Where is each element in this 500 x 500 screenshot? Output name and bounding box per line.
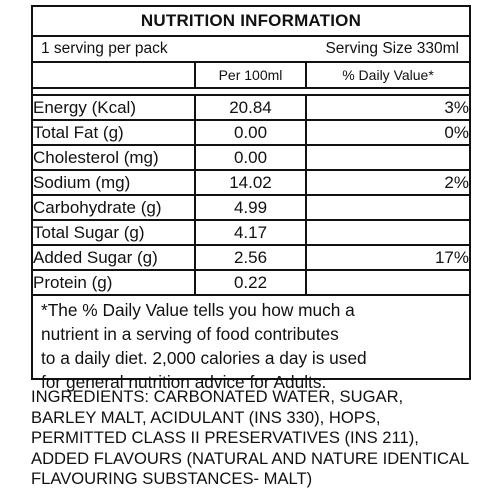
nutrient-per-100ml: 14.02 <box>194 169 307 196</box>
ingredients-line: FLAVOURING SUBSTANCES- MALT) <box>31 469 313 488</box>
table-row: Total Fat (g) 0.00 0% <box>33 119 469 146</box>
nutrient-per-100ml: 20.84 <box>194 94 307 121</box>
table-separator <box>33 87 469 96</box>
ingredients-line: ADDED FLAVOURS (NATURAL AND NATURE IDENT… <box>31 448 470 468</box>
servings-per-pack: 1 serving per pack <box>41 40 168 57</box>
footnote-line: to a daily diet. 2,000 calories a day is… <box>41 348 367 368</box>
separator-cell <box>33 87 195 96</box>
nutrient-daily-value: 2% <box>305 169 469 196</box>
table-row: Added Sugar (g) 2.56 17% <box>33 244 469 271</box>
serving-size: Serving Size 330ml <box>325 40 459 57</box>
nutrient-per-100ml: 0.22 <box>194 269 307 296</box>
nutrient-daily-value <box>305 269 469 296</box>
nutrient-per-100ml: 2.56 <box>194 244 307 271</box>
footnote-line: *The % Daily Value tells you how much a <box>41 300 355 320</box>
header-daily-value: % Daily Value* <box>305 63 469 89</box>
nutrient-name: Total Sugar (g) <box>33 219 196 246</box>
nutrient-daily-value <box>305 194 469 221</box>
table-row: Energy (Kcal) 20.84 3% <box>33 94 469 121</box>
header-per-100ml: Per 100ml <box>194 63 307 89</box>
footnote-line: nutrient in a serving of food contribute… <box>41 324 339 344</box>
daily-value-footnote: *The % Daily Value tells you how much a … <box>33 296 469 394</box>
table-row: Total Sugar (g) 4.17 <box>33 219 469 246</box>
ingredients-line: BARLEY MALT, ACIDULANT (INS 330), HOPS, <box>31 407 381 427</box>
table-row: Protein (g) 0.22 <box>33 269 469 296</box>
nutrient-per-100ml: 0.00 <box>194 119 307 146</box>
serving-row: 1 serving per pack Serving Size 330ml <box>33 37 469 63</box>
nutrient-name: Sodium (mg) <box>33 169 196 196</box>
nutrient-daily-value <box>305 144 469 171</box>
nutrition-title: NUTRITION INFORMATION <box>33 7 469 37</box>
table-row: Carbohydrate (g) 4.99 <box>33 194 469 221</box>
nutrient-daily-value <box>305 219 469 246</box>
nutrient-daily-value: 0% <box>305 119 469 146</box>
ingredients-line: INGREDIENTS: CARBONATED WATER, SUGAR, <box>31 387 404 406</box>
header-nutrient <box>33 63 196 89</box>
ingredients-line: PERMITTED CLASS II PRESERVATIVES (INS 21… <box>31 428 419 447</box>
nutrient-per-100ml: 0.00 <box>194 144 307 171</box>
separator-cell <box>306 87 469 96</box>
table-row: Sodium (mg) 14.02 2% <box>33 169 469 196</box>
nutrient-daily-value: 3% <box>305 94 469 121</box>
nutrient-name: Total Fat (g) <box>33 119 196 146</box>
nutrient-name: Energy (Kcal) <box>33 94 196 121</box>
nutrient-daily-value: 17% <box>305 244 469 271</box>
nutrient-name: Added Sugar (g) <box>33 244 196 271</box>
footnote-line: for general nutrition advice for Adults. <box>41 372 327 392</box>
nutrient-per-100ml: 4.99 <box>194 194 307 221</box>
table-header-row: Per 100ml % Daily Value* <box>33 63 469 89</box>
nutrient-name: Carbohydrate (g) <box>33 194 196 221</box>
ingredients-list: INGREDIENTS: CARBONATED WATER, SUGAR, BA… <box>31 387 481 490</box>
nutrition-table: Per 100ml % Daily Value* Energy (Kcal) 2… <box>33 63 469 296</box>
separator-cell <box>195 87 306 96</box>
nutrition-panel: NUTRITION INFORMATION 1 serving per pack… <box>31 5 471 392</box>
nutrient-per-100ml: 4.17 <box>194 219 307 246</box>
nutrient-name: Cholesterol (mg) <box>33 144 196 171</box>
nutrient-name: Protein (g) <box>33 269 196 296</box>
table-row: Cholesterol (mg) 0.00 <box>33 144 469 171</box>
